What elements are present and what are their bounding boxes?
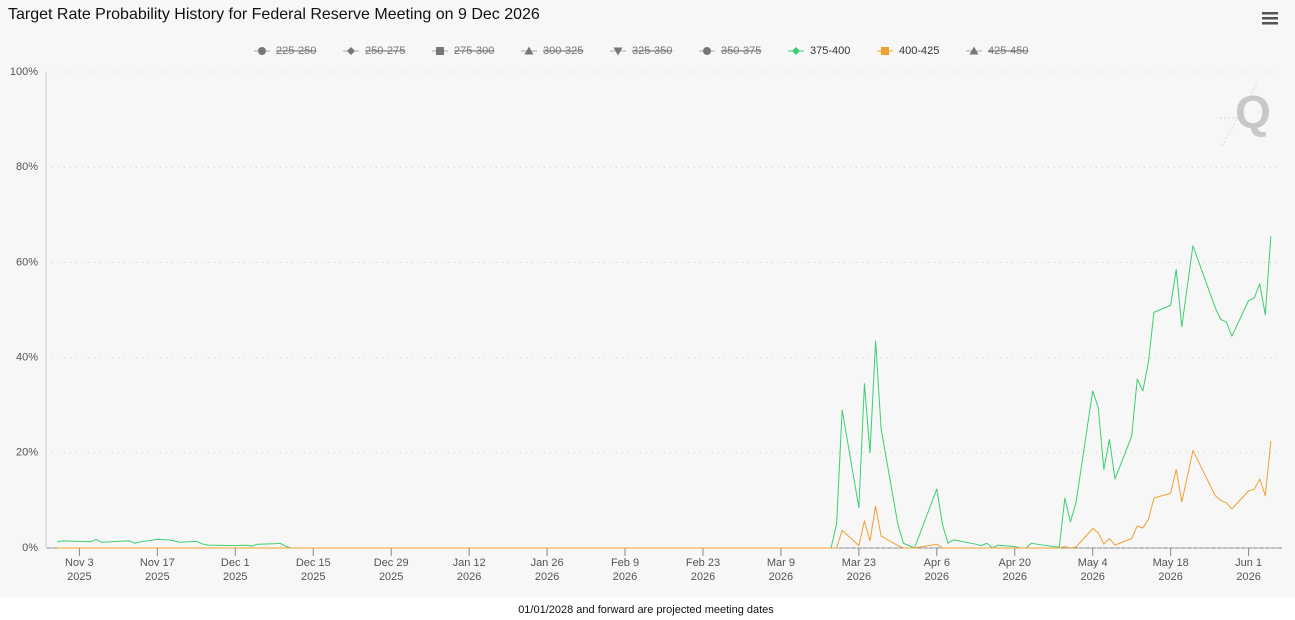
legend-item[interactable]: 325-350 <box>610 45 672 57</box>
legend-label: 250-275 <box>365 45 405 57</box>
menu-bar <box>1262 12 1278 15</box>
legend-symbol <box>613 47 623 56</box>
x-tick-label: 2026 <box>535 571 559 583</box>
x-tick-label: 2025 <box>145 571 169 583</box>
x-tick-label: Nov 3 <box>65 557 94 569</box>
x-tick-label: Mar 9 <box>767 557 795 569</box>
x-tick-label: 2026 <box>925 571 949 583</box>
x-tick-label: Dec 15 <box>296 557 331 569</box>
legend-label: 375-400 <box>810 45 850 57</box>
legend-item[interactable]: 425-450 <box>966 45 1028 57</box>
watermark-letter: Q <box>1235 86 1271 138</box>
series-line <box>57 440 1272 549</box>
legend-item[interactable]: 400-425 <box>877 45 939 57</box>
x-tick-label: May 4 <box>1078 557 1108 569</box>
menu-bar <box>1262 17 1278 20</box>
x-tick-label: 2026 <box>613 571 637 583</box>
legend-item[interactable]: 300-325 <box>521 45 583 57</box>
x-tick-label: Apr 20 <box>999 557 1031 569</box>
x-tick-label: May 18 <box>1153 557 1189 569</box>
x-tick-label: 2025 <box>301 571 325 583</box>
x-tick-label: Feb 9 <box>611 557 639 569</box>
x-tick-label: 2026 <box>1080 571 1104 583</box>
menu-bar <box>1262 22 1278 25</box>
y-tick-label: 40% <box>16 352 38 364</box>
legend-label: 225-250 <box>276 45 316 57</box>
legend-symbol <box>524 46 534 55</box>
legend-label: 400-425 <box>899 45 939 57</box>
x-tick-label: Mar 23 <box>842 557 876 569</box>
legend-item[interactable]: 225-250 <box>254 45 316 57</box>
chart-title: Target Rate Probability History for Fede… <box>8 6 540 23</box>
menu-button[interactable] <box>1258 8 1282 28</box>
y-tick-label: 100% <box>10 66 38 78</box>
legend-symbol <box>792 47 800 55</box>
x-tick-label: 2025 <box>223 571 247 583</box>
legend-label: 300-325 <box>543 45 583 57</box>
x-tick-label: 2026 <box>691 571 715 583</box>
legend-label: 325-350 <box>632 45 672 57</box>
legend-label: 275-300 <box>454 45 494 57</box>
x-tick-label: 2026 <box>847 571 871 583</box>
legend-label: 350-375 <box>721 45 761 57</box>
x-tick-label: 2025 <box>379 571 403 583</box>
legend-symbol <box>347 47 355 55</box>
x-tick-label: 2026 <box>1158 571 1182 583</box>
footer-note: 01/01/2028 and forward are projected mee… <box>518 604 774 616</box>
y-tick-label: 20% <box>16 447 38 459</box>
y-tick-label: 80% <box>16 161 38 173</box>
x-tick-label: Dec 29 <box>374 557 409 569</box>
x-tick-label: 2026 <box>1003 571 1027 583</box>
legend-item[interactable]: 275-300 <box>432 45 494 57</box>
series-line <box>57 236 1272 549</box>
x-tick-label: Jun 1 <box>1235 557 1262 569</box>
y-tick-label: 60% <box>16 256 38 268</box>
x-tick-label: Jan 12 <box>453 557 486 569</box>
x-tick-label: Nov 17 <box>140 557 175 569</box>
x-tick-label: 2026 <box>769 571 793 583</box>
x-tick-label: 2026 <box>457 571 481 583</box>
watermark: Q <box>1220 81 1271 147</box>
legend-label: 425-450 <box>988 45 1028 57</box>
legend-item[interactable]: 250-275 <box>343 45 405 57</box>
legend-symbol <box>703 47 711 55</box>
x-tick-label: Dec 1 <box>221 557 250 569</box>
x-tick-label: Feb 23 <box>686 557 720 569</box>
watermark-stroke <box>1221 81 1259 147</box>
legend-symbol <box>881 47 889 55</box>
x-tick-label: Jan 26 <box>531 557 564 569</box>
y-tick-label: 0% <box>22 542 38 554</box>
legend-symbol <box>258 47 266 55</box>
chart-background <box>0 0 1295 597</box>
legend-item[interactable]: 375-400 <box>788 45 850 57</box>
legend-symbol <box>969 46 979 55</box>
x-tick-label: 2026 <box>1236 571 1260 583</box>
legend-item[interactable]: 350-375 <box>699 45 761 57</box>
legend-symbol <box>436 47 444 55</box>
x-tick-label: Apr 6 <box>924 557 950 569</box>
x-tick-label: 2025 <box>67 571 91 583</box>
